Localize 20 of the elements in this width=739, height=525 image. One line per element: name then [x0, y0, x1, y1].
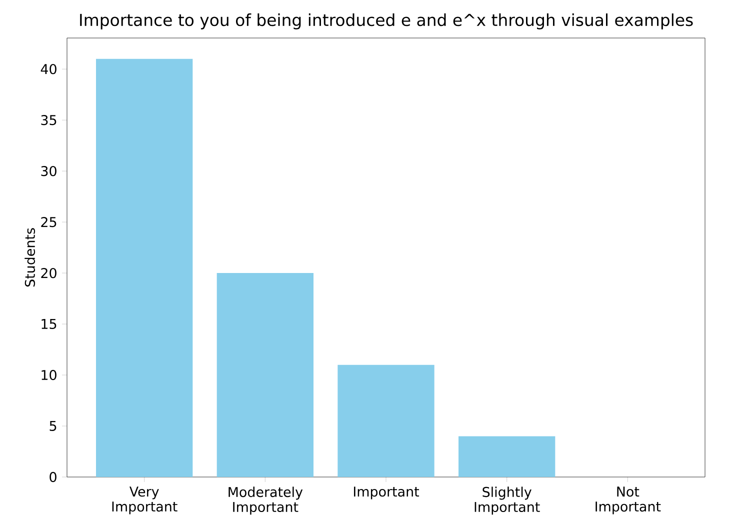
y-tick-label: 5	[50, 421, 56, 432]
bar	[96, 58, 193, 477]
y-tick-label: 30	[41, 166, 56, 176]
bar	[338, 364, 434, 477]
y-tick-label: 25	[41, 216, 56, 228]
y-tick-label: 0	[50, 472, 56, 482]
y-tick-label: 15	[42, 319, 56, 330]
x-tick-label: Moderately Important	[228, 486, 303, 515]
y-axis-title: Students	[24, 228, 36, 287]
chart-title: Importance to you of being introduced e and e^x through visual examples	[80, 13, 693, 30]
y-tick-label: 40	[40, 64, 56, 74]
bar	[458, 436, 556, 477]
x-tick-label: Not Important	[596, 486, 661, 514]
y-tick-label: 35	[41, 114, 56, 126]
y-tick-label: 20	[41, 268, 56, 278]
x-tick-label: Important	[354, 486, 420, 500]
bar	[216, 273, 314, 477]
x-tick-label: Very Important	[112, 486, 178, 514]
y-tick-label: 10	[42, 370, 56, 380]
x-tick-label: Slightly Important	[474, 486, 540, 515]
